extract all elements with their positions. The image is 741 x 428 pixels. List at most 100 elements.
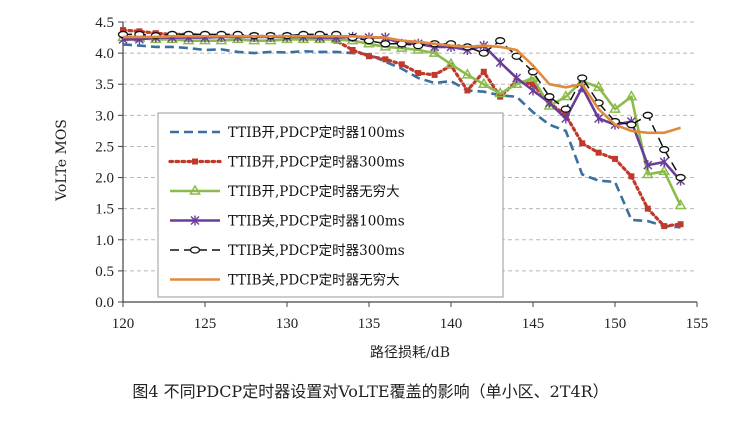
data-point [512, 73, 522, 83]
data-point [675, 173, 686, 182]
data-point [477, 77, 490, 88]
data-point [382, 56, 389, 63]
legend-label: TTIB关,PDCP定时器300ms [228, 243, 405, 259]
data-point [478, 49, 489, 57]
legend-label: TTIB开,PDCP定时器100ms [228, 125, 405, 141]
data-point [626, 121, 637, 129]
data-point [431, 71, 438, 78]
data-point [628, 173, 635, 180]
data-point [511, 52, 522, 60]
legend-entry: TTIB开,PDCP定时器300ms [168, 155, 405, 171]
data-point [495, 37, 506, 45]
y-tick-label: 0.0 [95, 295, 114, 311]
data-point [412, 43, 425, 54]
series-layer [117, 27, 687, 230]
series-line [122, 43, 681, 229]
data-point [495, 57, 505, 68]
legend-entry: TTIB关,PDCP定时器300ms [170, 243, 405, 259]
data-point [609, 102, 621, 113]
data-point [612, 155, 618, 162]
x-tick-label: 120 [112, 316, 135, 332]
legend-marker [190, 215, 200, 226]
data-point [363, 37, 375, 45]
data-point [528, 85, 538, 96]
data-point [659, 157, 669, 167]
legend-entry: TTIB关,PDCP定时器无穷大 [170, 273, 400, 289]
data-point [461, 68, 474, 79]
data-point [560, 105, 571, 113]
legend: TTIB开,PDCP定时器100ms TTIB开,PDCP定时器300ms TTIB… [157, 112, 504, 298]
data-point [642, 111, 653, 119]
data-point [464, 87, 471, 94]
data-point [428, 46, 441, 57]
y-tick-label: 4.5 [95, 15, 114, 31]
legend-label: TTIB开,PDCP定时器300ms [228, 155, 405, 171]
data-point [415, 70, 422, 77]
legend-marker [189, 246, 201, 254]
data-point [530, 81, 536, 88]
y-tick-label: 2.0 [95, 171, 114, 187]
y-tick-label: 1.5 [95, 202, 114, 218]
y-tick-label: 1.0 [95, 233, 114, 249]
data-point [659, 145, 670, 154]
data-point [561, 113, 571, 124]
data-point [594, 113, 604, 124]
data-point [349, 47, 356, 53]
data-point [395, 41, 408, 52]
data-point [544, 93, 555, 101]
legend-label: TTIB关,PDCP定时器100ms [228, 214, 405, 230]
data-point [641, 167, 654, 179]
data-point [658, 164, 671, 176]
axes: 0.0 0.5 1.0 1.5 2.0 2.5 3.0 3.5 4.0 4.5 120 125 130 1… [95, 15, 708, 332]
data-point [661, 223, 668, 230]
legend-marker [189, 184, 201, 195]
data-point [494, 87, 507, 98]
data-point [120, 27, 126, 34]
y-tick-label: 3.5 [95, 77, 114, 93]
y-tick-label: 2.5 [95, 139, 114, 155]
data-point [625, 90, 638, 101]
data-point [366, 53, 372, 60]
data-point [445, 57, 457, 69]
series-line [123, 33, 682, 178]
x-tick-label: 145 [522, 316, 545, 332]
y-tick-label: 3.0 [95, 108, 114, 124]
data-point [644, 205, 651, 212]
data-point [559, 90, 572, 101]
x-tick-label: 150 [604, 316, 627, 332]
legend-entry: TTIB开,PDCP定时器无穷大 [170, 184, 400, 200]
data-point [480, 68, 487, 75]
data-point [674, 199, 687, 210]
legend-box [157, 112, 504, 298]
data-point [380, 40, 391, 48]
data-point [579, 140, 586, 147]
data-point [527, 71, 539, 82]
x-tick-label: 130 [276, 316, 299, 332]
y-axis-title: VoLTe MOS [54, 119, 70, 202]
x-axis-title: 路径损耗/dB [370, 345, 450, 361]
data-point [677, 221, 684, 228]
legend-entry: TTIB关,PDCP定时器100ms [170, 214, 405, 230]
legend-entry: TTIB开,PDCP定时器100ms [170, 125, 405, 141]
data-point [577, 74, 588, 82]
y-tick-label: 0.5 [95, 264, 114, 280]
x-tick-label: 140 [440, 316, 463, 332]
legend-label: TTIB关,PDCP定时器无穷大 [228, 273, 400, 289]
legend-marker [192, 158, 198, 165]
series-1 [122, 43, 681, 229]
x-tick-label: 135 [358, 316, 381, 332]
data-point [595, 149, 602, 156]
series-line [123, 34, 681, 135]
x-tick-label: 125 [194, 316, 217, 332]
x-tick-label: 155 [686, 316, 709, 332]
data-point [592, 80, 605, 92]
legend-label: TTIB开,PDCP定时器无穷大 [228, 184, 400, 200]
series-6 [123, 34, 681, 135]
y-tick-label: 4.0 [95, 46, 114, 62]
data-point [398, 61, 405, 68]
data-point [643, 160, 653, 171]
data-point [510, 77, 523, 88]
figure-caption: 图4 不同PDCP定时器设置对VoLTE覆盖的影响（单小区、2T4R） [132, 382, 609, 401]
